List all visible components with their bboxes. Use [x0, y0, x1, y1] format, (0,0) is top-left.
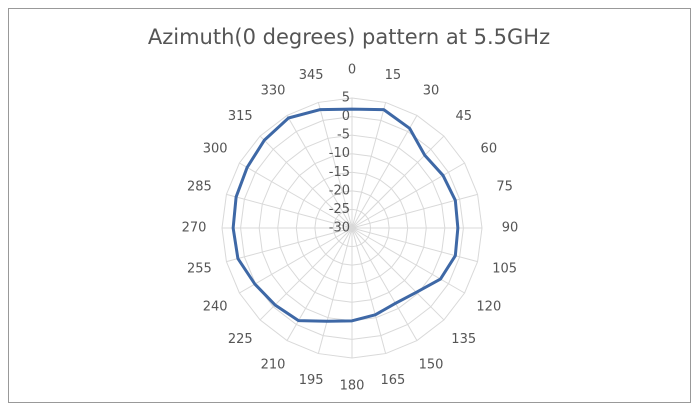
r-tick-label: -15: [329, 165, 350, 180]
category-label: 240: [203, 300, 228, 315]
spoke: [239, 227, 353, 294]
category-label: 270: [182, 221, 207, 236]
chart-title: Azimuth(0 degrees) pattern at 5.5GHz: [148, 25, 550, 49]
category-label: 150: [419, 357, 444, 372]
category-label: 300: [203, 142, 228, 157]
r-tick-label: 0: [342, 109, 350, 124]
category-label: 285: [187, 180, 212, 195]
category-label: 105: [492, 261, 517, 276]
r-tick-label: -20: [329, 183, 350, 198]
category-label: 120: [476, 300, 501, 315]
spoke: [351, 115, 418, 229]
category-label: 75: [496, 180, 513, 195]
category-label: 195: [299, 373, 324, 388]
r-tick-label: -10: [329, 146, 350, 161]
spoke: [226, 227, 353, 263]
category-label: 135: [451, 332, 476, 347]
r-tick-label: -5: [337, 128, 350, 143]
category-label: 90: [502, 221, 519, 236]
spoke: [317, 102, 353, 229]
category-label: 330: [261, 84, 286, 99]
category-label: 255: [187, 261, 212, 276]
spoke: [259, 135, 353, 229]
spoke: [351, 102, 387, 229]
category-label: 165: [380, 373, 405, 388]
series-line: [231, 107, 460, 323]
spoke: [351, 227, 445, 321]
spoke: [351, 227, 418, 341]
spoke: [351, 162, 465, 229]
category-label: 60: [481, 142, 498, 157]
spoke: [351, 227, 387, 354]
spoke: [226, 193, 353, 229]
r-tick-label: -30: [329, 221, 350, 236]
spoke: [239, 162, 353, 229]
spoke: [351, 227, 465, 294]
r-tick-label: 5: [342, 91, 350, 106]
chart-border: [8, 8, 691, 403]
category-label: 0: [348, 63, 356, 78]
category-label: 180: [340, 379, 365, 394]
category-label: 45: [455, 109, 472, 124]
spoke: [317, 227, 353, 354]
category-label: 345: [299, 68, 324, 83]
category-label: 210: [261, 357, 286, 372]
spoke: [351, 135, 445, 229]
category-label: 225: [228, 332, 253, 347]
spoke: [286, 115, 353, 229]
category-label: 315: [228, 109, 253, 124]
r-tick-label: -25: [329, 202, 350, 217]
category-label: 30: [423, 84, 440, 99]
category-label: 15: [385, 68, 402, 83]
